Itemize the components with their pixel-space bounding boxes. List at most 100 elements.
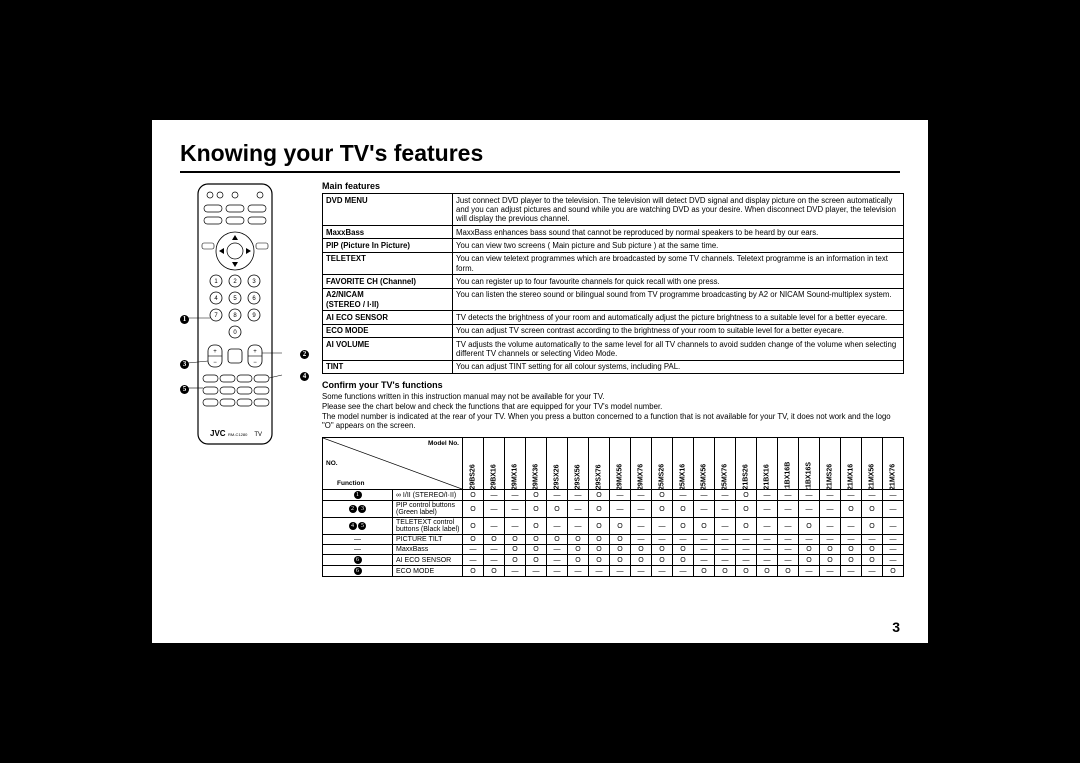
model-header: AV-29SX26 <box>547 438 568 490</box>
table-row: 4 5TELETEXT control buttons (Black label… <box>323 518 904 535</box>
feature-description: You can register up to four favourite ch… <box>453 275 904 288</box>
availability-cell: O <box>652 555 673 566</box>
corner-model-label: Model No. <box>428 440 459 447</box>
availability-cell: — <box>757 545 778 555</box>
availability-cell: — <box>547 490 568 501</box>
feature-name: FAVORITE CH (Channel) <box>323 275 453 288</box>
availability-cell: — <box>820 490 841 501</box>
table-row: MaxxBassMaxxBass enhances bass sound tha… <box>323 226 904 239</box>
availability-cell: — <box>631 501 652 518</box>
remote-brand-text: JVC <box>210 429 226 438</box>
feature-name: TINT <box>323 360 453 373</box>
availability-cell: O <box>547 535 568 545</box>
availability-cell: O <box>799 545 820 555</box>
availability-cell: — <box>757 535 778 545</box>
availability-cell: O <box>610 518 631 535</box>
model-header: AV-21BX16B <box>778 438 799 490</box>
row-number: 6 <box>323 555 393 566</box>
availability-cell: — <box>820 501 841 518</box>
availability-cell: O <box>862 501 883 518</box>
svg-text:−: − <box>213 360 217 366</box>
callout-2: 2 <box>300 349 309 359</box>
availability-cell: O <box>841 501 862 518</box>
table-row: 6AI ECO SENSOR——OO—OOOOOO—————OOOO— <box>323 555 904 566</box>
availability-cell: — <box>820 518 841 535</box>
availability-cell: — <box>547 518 568 535</box>
availability-cell: O <box>526 545 547 555</box>
table-row: ECO MODEYou can adjust TV screen contras… <box>323 324 904 337</box>
availability-cell: — <box>841 566 862 577</box>
model-header: AV-29SX56 <box>568 438 589 490</box>
row-number: — <box>323 545 393 555</box>
availability-cell: O <box>799 518 820 535</box>
feature-name: DVD MENU <box>323 194 453 226</box>
feature-description: You can view teletext programmes which a… <box>453 252 904 275</box>
availability-cell: O <box>736 566 757 577</box>
availability-cell: O <box>589 535 610 545</box>
availability-cell: O <box>841 545 862 555</box>
function-label: TELETEXT control buttons (Black label) <box>393 518 463 535</box>
availability-cell: O <box>610 555 631 566</box>
availability-cell: O <box>715 566 736 577</box>
availability-cell: — <box>736 535 757 545</box>
main-features-heading: Main features <box>322 181 904 191</box>
availability-cell: — <box>862 490 883 501</box>
availability-cell: O <box>862 555 883 566</box>
availability-cell: — <box>883 501 904 518</box>
confirm-paragraph: Some functions written in this instructi… <box>322 392 904 431</box>
availability-cell: O <box>526 555 547 566</box>
table-row: AI VOLUMETV adjusts the volume automatic… <box>323 338 904 361</box>
availability-cell: — <box>505 490 526 501</box>
availability-cell: — <box>505 566 526 577</box>
availability-cell: O <box>631 555 652 566</box>
availability-cell: O <box>589 545 610 555</box>
availability-cell: — <box>778 518 799 535</box>
callout-3: 3 <box>180 359 189 369</box>
availability-cell: O <box>547 501 568 518</box>
availability-cell: O <box>820 545 841 555</box>
availability-cell: O <box>505 545 526 555</box>
model-header: AV-21MX16 <box>841 438 862 490</box>
availability-cell: O <box>652 490 673 501</box>
feature-name: AI VOLUME <box>323 338 453 361</box>
availability-cell: — <box>526 566 547 577</box>
table-row: PIP (Picture In Picture)You can view two… <box>323 239 904 252</box>
availability-cell: — <box>757 501 778 518</box>
availability-cell: — <box>757 555 778 566</box>
model-header: AV-29MX36 <box>526 438 547 490</box>
availability-cell: O <box>652 501 673 518</box>
model-header: AV-29MX16 <box>505 438 526 490</box>
availability-cell: — <box>778 535 799 545</box>
availability-cell: O <box>484 535 505 545</box>
table-row: TINTYou can adjust TINT setting for all … <box>323 360 904 373</box>
feature-description: Just connect DVD player to the televisio… <box>453 194 904 226</box>
availability-cell: O <box>526 501 547 518</box>
availability-cell: — <box>841 518 862 535</box>
availability-cell: — <box>484 555 505 566</box>
availability-cell: — <box>652 566 673 577</box>
availability-cell: — <box>652 535 673 545</box>
availability-cell: — <box>694 545 715 555</box>
availability-cell: — <box>484 501 505 518</box>
table-row: TELETEXTYou can view teletext programmes… <box>323 252 904 275</box>
availability-cell: O <box>505 535 526 545</box>
availability-cell: — <box>547 545 568 555</box>
availability-cell: O <box>736 490 757 501</box>
table-row: —PICTURE TILTOOOOOOOO————————————— <box>323 535 904 545</box>
availability-cell: O <box>862 518 883 535</box>
remote-illustration: 1 2 3 4 5 6 7 8 9 0 + − + <box>180 181 290 451</box>
model-header: AV-21BX16S <box>799 438 820 490</box>
availability-cell: — <box>883 545 904 555</box>
feature-description: MaxxBass enhances bass sound that cannot… <box>453 226 904 239</box>
row-number: 2 3 <box>323 501 393 518</box>
corner-no-label: NO. <box>326 460 338 467</box>
availability-cell: — <box>673 490 694 501</box>
availability-cell: — <box>631 490 652 501</box>
availability-cell: — <box>610 501 631 518</box>
availability-cell: — <box>568 518 589 535</box>
availability-cell: — <box>757 518 778 535</box>
availability-cell: O <box>505 555 526 566</box>
availability-cell: — <box>799 566 820 577</box>
model-header: AV-29MX56 <box>610 438 631 490</box>
availability-cell: O <box>568 545 589 555</box>
